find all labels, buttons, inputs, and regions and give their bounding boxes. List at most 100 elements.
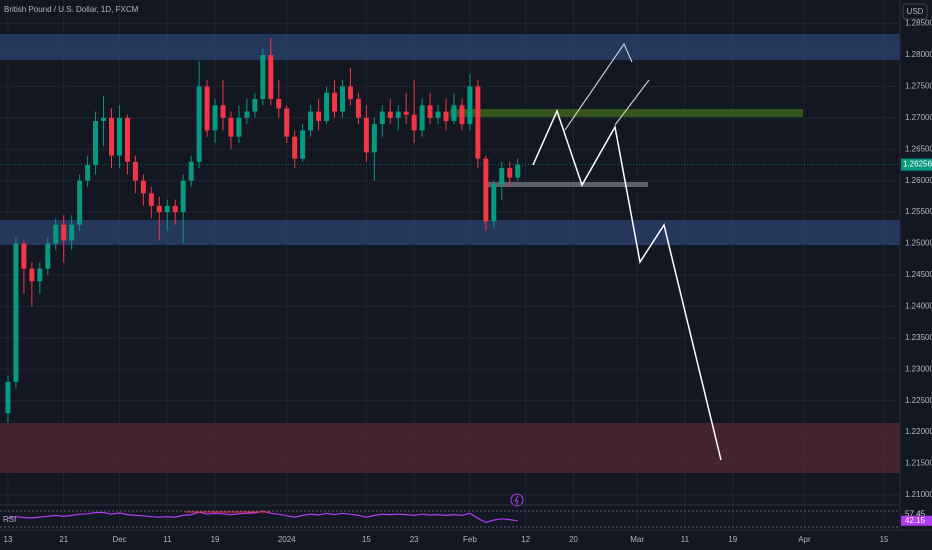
x-tick-label: 2024	[278, 535, 296, 544]
y-tick-label: 1.28500	[905, 19, 932, 28]
candle-body	[5, 381, 11, 414]
x-tick-label: 20	[569, 535, 578, 544]
candle-body	[387, 111, 393, 118]
alt-path	[564, 42, 633, 131]
candle-body	[244, 111, 250, 118]
candle-body	[395, 111, 401, 118]
candle-body	[196, 86, 202, 162]
green-level	[450, 109, 803, 117]
candle-body	[507, 168, 513, 178]
candle-body	[61, 224, 67, 241]
y-tick-label: 1.24000	[905, 302, 932, 311]
last-price-box	[901, 158, 932, 171]
projection-path	[532, 108, 722, 461]
candle-body	[292, 136, 298, 159]
rsi-value-label: 42.15	[905, 516, 926, 525]
x-tick-label: 11	[163, 535, 172, 544]
y-tick-label: 1.21000	[905, 490, 932, 499]
rsi-name: RSI	[3, 515, 16, 524]
y-tick-label: 1.23000	[905, 364, 932, 373]
x-tick-label: Apr	[798, 535, 811, 544]
candle-body	[347, 86, 353, 99]
last-price-label: 1.26256	[903, 160, 932, 169]
candle-body	[499, 168, 505, 185]
candle-body	[260, 54, 266, 99]
y-tick-label: 1.26000	[905, 176, 932, 185]
candle-body	[212, 105, 218, 131]
y-tick-label: 1.23500	[905, 333, 932, 342]
currency-button[interactable]	[902, 3, 928, 20]
x-tick-label: 23	[410, 535, 419, 544]
x-tick-label: 15	[880, 535, 889, 544]
candle-body	[164, 205, 170, 213]
candle-body	[93, 120, 99, 165]
candle-body	[515, 164, 521, 178]
candle-body	[363, 117, 369, 153]
drawings	[185, 42, 722, 513]
candle-body	[467, 86, 473, 125]
candle-body	[37, 268, 43, 282]
candle-body	[339, 86, 345, 112]
candle-body	[252, 98, 258, 112]
x-tick-label: 12	[521, 535, 530, 544]
rsi-ma-label: 57.45	[905, 510, 926, 519]
candle-body	[77, 180, 83, 225]
alert-bolt	[514, 495, 519, 506]
candle-body	[13, 243, 19, 382]
candle-body	[411, 114, 417, 131]
candle-body	[332, 92, 338, 112]
y-tick-label: 1.25000	[905, 239, 932, 248]
alt-path	[614, 79, 650, 126]
candle-body	[268, 54, 274, 99]
x-tick-label: 19	[728, 535, 737, 544]
candle-body	[427, 105, 433, 118]
y-tick-label: 1.22500	[905, 396, 932, 405]
y-tick-label: 1.26500	[905, 144, 932, 153]
candle-body	[180, 180, 186, 213]
y-tick-label: 1.27000	[905, 113, 932, 122]
candle-body	[371, 124, 377, 153]
candle-body	[419, 105, 425, 131]
candle-body	[443, 111, 449, 121]
support-zone	[0, 220, 900, 245]
y-tick-label: 1.25500	[905, 207, 932, 216]
chart-title: British Pound / U.S. Dollar, 1D, FXCM	[4, 5, 139, 14]
price-axis	[900, 0, 932, 550]
candle-body	[188, 161, 194, 181]
x-tick-label: 15	[362, 535, 371, 544]
alert-icon[interactable]	[510, 493, 524, 507]
supply-zone	[0, 34, 900, 60]
candle-body	[101, 117, 107, 121]
candle-body	[220, 105, 226, 118]
candle-body	[355, 98, 361, 118]
candle-body	[459, 105, 465, 125]
candle-body	[300, 130, 306, 159]
candle-body	[379, 111, 385, 125]
x-tick-label: Feb	[463, 535, 477, 544]
candle-body	[308, 111, 314, 131]
y-tick-label: 1.24500	[905, 270, 932, 279]
candle-body	[451, 105, 457, 121]
candle-body	[483, 158, 489, 222]
candle-body	[204, 86, 210, 131]
candle-body	[435, 111, 441, 118]
candle-body	[140, 180, 146, 194]
candle-body	[236, 117, 242, 137]
candle-body	[69, 224, 75, 241]
y-tick-label: 1.22000	[905, 427, 932, 436]
candle-body	[403, 111, 409, 115]
x-tick-label: 21	[59, 535, 68, 544]
y-tick-label: 1.27500	[905, 82, 932, 91]
candle-body	[156, 205, 162, 213]
candle-body	[316, 111, 322, 121]
candle-body	[21, 243, 27, 269]
candle-body	[228, 117, 234, 137]
x-tick-label: 19	[211, 535, 220, 544]
x-tick-label: 11	[681, 535, 690, 544]
rsi-line	[7, 510, 518, 524]
currency: USD	[907, 7, 924, 16]
candle-body	[45, 243, 51, 269]
candle-body	[475, 86, 481, 159]
